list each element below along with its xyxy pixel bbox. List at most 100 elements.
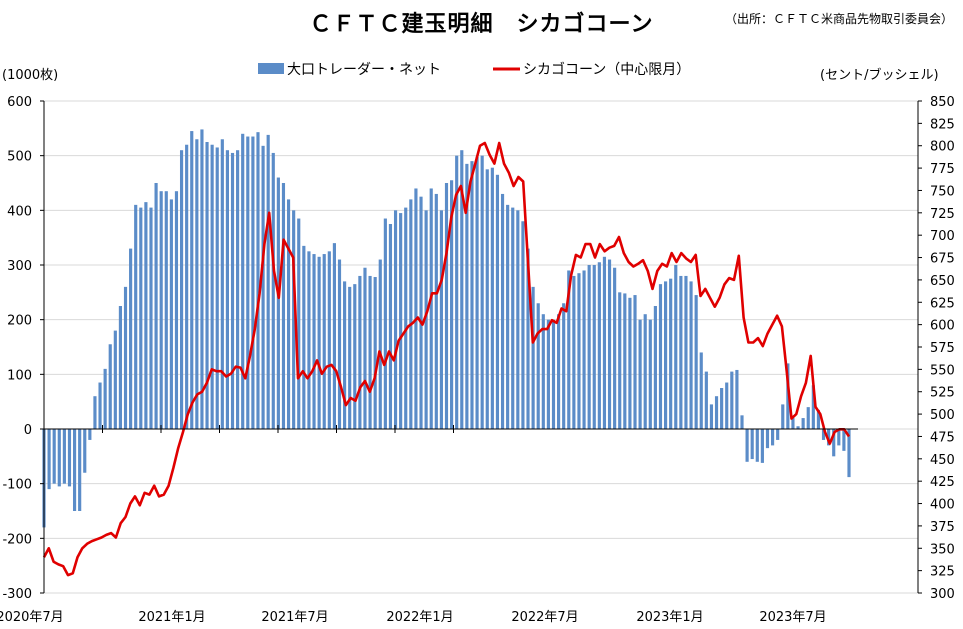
bar bbox=[516, 210, 520, 429]
bar bbox=[190, 131, 194, 430]
x-tick-label: 2022年7月 bbox=[511, 610, 578, 625]
right-tick-label: 675 bbox=[930, 252, 955, 267]
bar bbox=[210, 144, 214, 429]
bar bbox=[485, 169, 489, 430]
bar bbox=[791, 418, 795, 429]
bar bbox=[353, 284, 357, 429]
bar bbox=[373, 277, 377, 429]
bar bbox=[740, 415, 744, 429]
bar bbox=[674, 265, 678, 429]
bar bbox=[113, 330, 117, 429]
line-series bbox=[42, 141, 851, 577]
left-tick-label: 500 bbox=[7, 150, 32, 165]
right-tick-label: 550 bbox=[930, 363, 955, 378]
bar bbox=[776, 429, 780, 440]
bar bbox=[827, 429, 831, 446]
bar bbox=[129, 248, 133, 429]
bar bbox=[669, 278, 673, 429]
bar bbox=[123, 286, 128, 429]
price-line bbox=[42, 141, 851, 577]
bar bbox=[439, 210, 443, 429]
bar bbox=[368, 275, 372, 429]
bar bbox=[185, 144, 189, 429]
bar bbox=[164, 191, 168, 429]
bar bbox=[286, 199, 291, 429]
left-axis-ticks: 600 500 400 300 200 100 0 -100 -200 -300 bbox=[2, 95, 44, 602]
right-tick-label: 475 bbox=[930, 430, 955, 445]
bar bbox=[623, 293, 627, 429]
bar bbox=[78, 429, 82, 511]
bar bbox=[52, 429, 56, 484]
right-tick-label: 500 bbox=[930, 408, 955, 423]
bar bbox=[602, 256, 607, 429]
bar bbox=[557, 314, 561, 429]
bar bbox=[246, 136, 250, 430]
bar bbox=[241, 133, 245, 430]
bar bbox=[714, 396, 719, 429]
bar bbox=[511, 207, 515, 429]
bar bbox=[276, 177, 280, 429]
bar bbox=[149, 207, 153, 429]
left-tick-label: -200 bbox=[2, 532, 32, 547]
bar bbox=[414, 188, 418, 429]
bar bbox=[322, 254, 326, 429]
right-tick-label: 450 bbox=[930, 453, 955, 468]
bar bbox=[256, 132, 260, 429]
x-tick-label: 2022年1月 bbox=[386, 610, 453, 625]
bar bbox=[704, 371, 708, 429]
bar bbox=[434, 193, 438, 429]
bar bbox=[144, 202, 148, 429]
bar bbox=[720, 388, 724, 429]
left-tick-label: 400 bbox=[7, 204, 32, 219]
right-tick-label: 600 bbox=[930, 319, 955, 334]
bar bbox=[93, 396, 97, 429]
bar bbox=[770, 429, 775, 446]
bar bbox=[424, 210, 428, 429]
bar bbox=[200, 129, 204, 429]
bar bbox=[811, 385, 815, 429]
bar bbox=[592, 265, 596, 429]
bar bbox=[169, 199, 173, 429]
bar bbox=[633, 295, 637, 429]
bar bbox=[658, 284, 663, 429]
bar bbox=[317, 256, 321, 429]
bar bbox=[643, 314, 647, 429]
bar bbox=[62, 429, 66, 484]
bar bbox=[832, 429, 836, 457]
bar bbox=[709, 404, 714, 429]
bar bbox=[653, 306, 657, 429]
bar bbox=[607, 259, 612, 429]
bar bbox=[628, 297, 632, 429]
x-tick-label: 2020年7月 bbox=[0, 610, 64, 625]
bar bbox=[806, 407, 810, 429]
chart-title: ＣＦＴＣ建玉明細 シカゴコーン bbox=[309, 12, 654, 37]
bar bbox=[271, 152, 275, 429]
bar bbox=[455, 155, 459, 429]
bar bbox=[409, 199, 413, 429]
bar bbox=[404, 207, 408, 429]
bar bbox=[358, 275, 362, 429]
bar bbox=[480, 155, 484, 429]
bar bbox=[388, 224, 393, 429]
right-tick-label: 700 bbox=[930, 229, 955, 244]
right-tick-label: 525 bbox=[930, 386, 955, 401]
bar bbox=[225, 150, 229, 429]
bar bbox=[760, 429, 764, 463]
bar bbox=[261, 145, 265, 429]
bar bbox=[618, 292, 622, 429]
bar bbox=[108, 344, 112, 429]
bar bbox=[139, 207, 143, 429]
right-tick-label: 425 bbox=[930, 475, 955, 490]
bar bbox=[47, 429, 51, 490]
bar bbox=[541, 314, 545, 429]
bar bbox=[562, 303, 566, 429]
bar bbox=[567, 270, 571, 429]
bar bbox=[664, 281, 668, 429]
bar bbox=[587, 265, 591, 429]
bar bbox=[582, 270, 586, 429]
bar bbox=[251, 136, 255, 430]
bar bbox=[215, 147, 219, 429]
bar bbox=[490, 167, 494, 429]
bar bbox=[450, 180, 454, 429]
right-tick-label: 625 bbox=[930, 296, 955, 311]
